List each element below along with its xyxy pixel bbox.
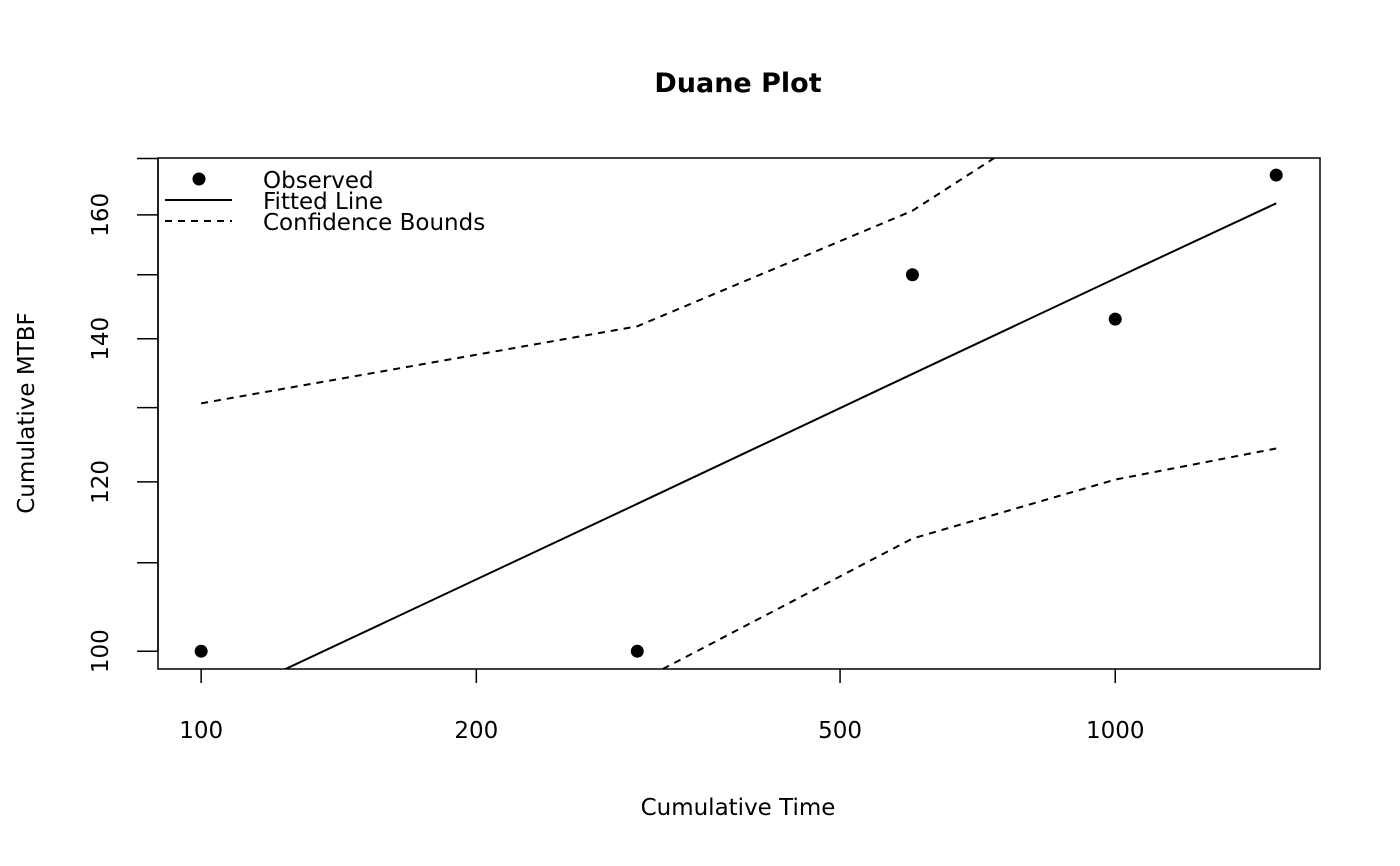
observed-point <box>1108 312 1122 326</box>
plot-area <box>194 158 1283 669</box>
y-tick-label: 100 <box>88 629 114 673</box>
legend-label: Fitted Line <box>263 189 383 215</box>
observed-point <box>194 644 208 658</box>
x-tick-label: 100 <box>179 718 223 744</box>
fitted-line <box>283 202 1277 669</box>
y-tick-label: 160 <box>88 193 114 237</box>
x-axis-label: Cumulative Time <box>641 795 836 821</box>
observed-point <box>1269 168 1283 182</box>
y-axis-label: Cumulative MTBF <box>14 312 40 514</box>
legend-label: Confidence Bounds <box>263 210 485 236</box>
y-tick-label: 140 <box>88 317 114 361</box>
chart-title: Duane Plot <box>654 68 821 99</box>
y-tick-label: 120 <box>88 460 114 504</box>
legend-label: Observed <box>263 168 374 194</box>
x-tick-label: 200 <box>454 718 498 744</box>
bound-line <box>200 158 997 405</box>
observed-point <box>905 268 919 282</box>
bound-line <box>660 447 1277 669</box>
x-tick-label: 1000 <box>1086 718 1145 744</box>
legend-point <box>192 172 206 186</box>
observed-point <box>630 644 644 658</box>
x-tick-label: 500 <box>818 718 862 744</box>
